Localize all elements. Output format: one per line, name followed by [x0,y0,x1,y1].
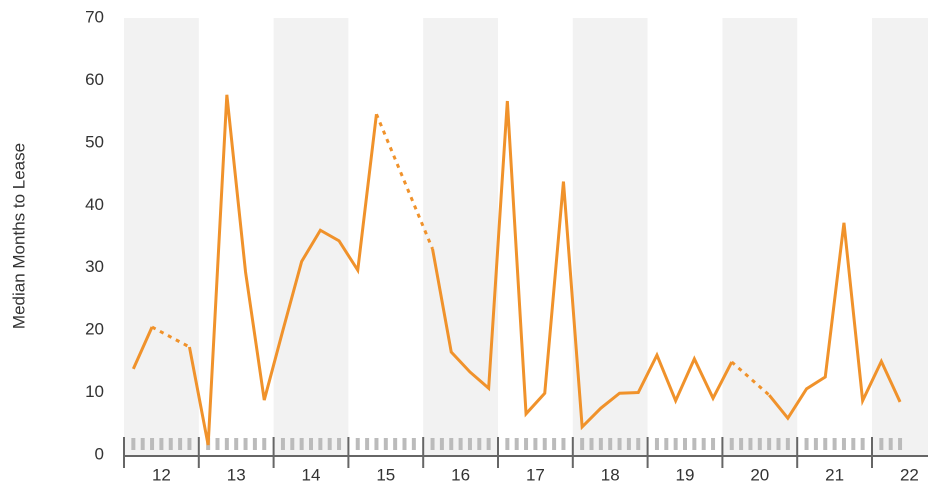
year-band [273,18,349,455]
x-tick-label: 17 [526,465,545,484]
x-tick-label: 13 [227,465,246,484]
x-tick-label: 18 [601,465,620,484]
y-tick-label: 50 [85,132,104,151]
year-band [872,18,928,455]
y-axis-label: Median Months to Lease [9,143,28,329]
x-tick-label: 12 [152,465,171,484]
year-band [722,18,798,455]
y-tick-label: 30 [85,257,104,276]
x-tick-label: 16 [451,465,470,484]
data-line [131,94,902,446]
x-tick-label: 22 [900,465,919,484]
y-tick-label: 70 [85,7,104,26]
gap-connector [151,325,191,349]
year-band [124,18,199,455]
year-band [423,18,498,455]
x-tick-label: 14 [302,465,321,484]
y-tick-label: 40 [85,195,104,214]
gap-connector [375,113,434,250]
x-tick-label: 20 [750,465,769,484]
x-tick-label: 21 [825,465,844,484]
y-tick-label: 20 [85,320,104,339]
y-tick-label: 60 [85,70,104,89]
x-tick-label: 15 [376,465,395,484]
y-tick-label: 0 [95,444,104,463]
y-tick-label: 10 [85,382,104,401]
x-tick-label: 19 [676,465,695,484]
year-band [572,18,648,455]
